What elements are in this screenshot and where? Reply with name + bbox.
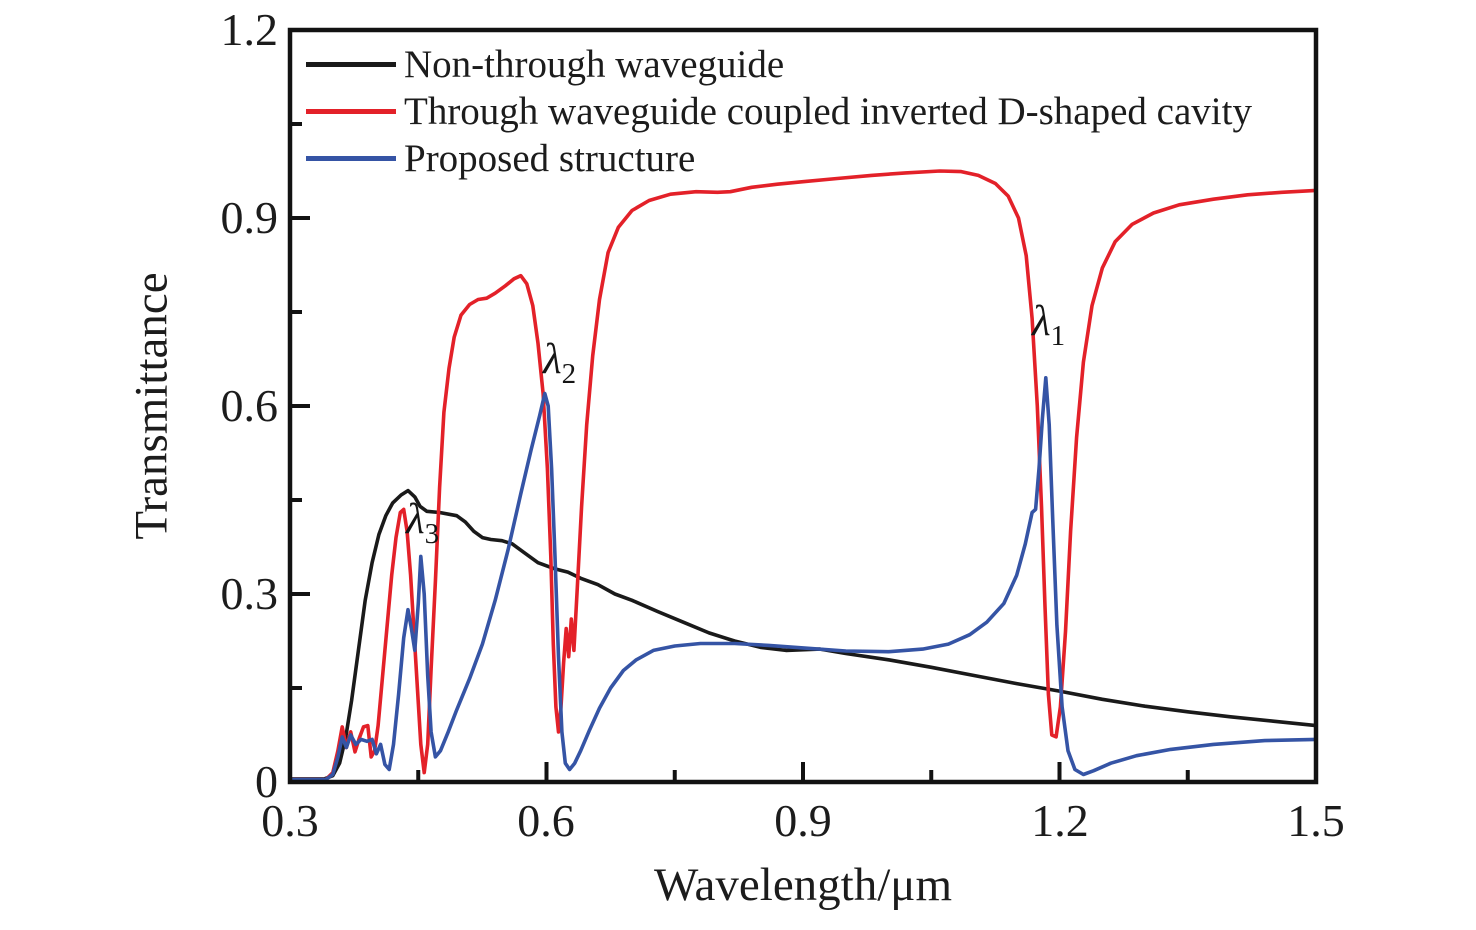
x-tick-label: 1.2 (1031, 795, 1089, 846)
lambda2-annotation: λ2 (543, 338, 576, 389)
lambda-symbol: λ (406, 496, 425, 543)
blue-line-swatch (306, 155, 396, 161)
y-axis-title: Transmittance (125, 272, 178, 540)
lambda-subscript: 3 (424, 518, 440, 550)
x-tick-label: 1.5 (1287, 795, 1345, 846)
series-line-2 (288, 375, 1318, 782)
lambda1-annotation: λ1 (1032, 300, 1065, 351)
lambda-symbol: λ (543, 336, 562, 383)
lambda-subscript: 1 (1050, 320, 1066, 352)
black-line-swatch (306, 61, 396, 67)
red-line-swatch (306, 108, 396, 114)
x-tick-label: 0.6 (517, 795, 575, 846)
x-tick-label: 0.9 (774, 795, 832, 846)
y-tick-label: 0.9 (220, 192, 279, 243)
y-tick-label: 0 (255, 756, 278, 807)
legend-label: Proposed structure (404, 136, 696, 180)
y-tick-label: 1.2 (220, 4, 279, 55)
legend-label: Non-through waveguide (404, 42, 785, 86)
legend-item-proposed: Proposed structure (306, 138, 1252, 178)
y-tick-label: 0.6 (220, 380, 279, 431)
lambda-symbol: λ (1032, 298, 1051, 345)
legend-label: Through waveguide coupled inverted D-sha… (404, 89, 1252, 133)
legend-item-through-d-cavity: Through waveguide coupled inverted D-sha… (306, 91, 1252, 131)
x-tick-label: 0.3 (261, 795, 319, 846)
x-axis-title: Wavelength/μm (653, 859, 953, 911)
lambda-subscript: 2 (561, 358, 577, 390)
y-tick-label: 0.3 (220, 568, 279, 619)
legend-item-non-through: Non-through waveguide (306, 44, 1252, 84)
legend: Non-through waveguide Through waveguide … (306, 44, 1252, 178)
lambda3-annotation: λ3 (406, 498, 439, 549)
series-line-1 (288, 169, 1318, 782)
series-line-0 (288, 488, 1318, 781)
